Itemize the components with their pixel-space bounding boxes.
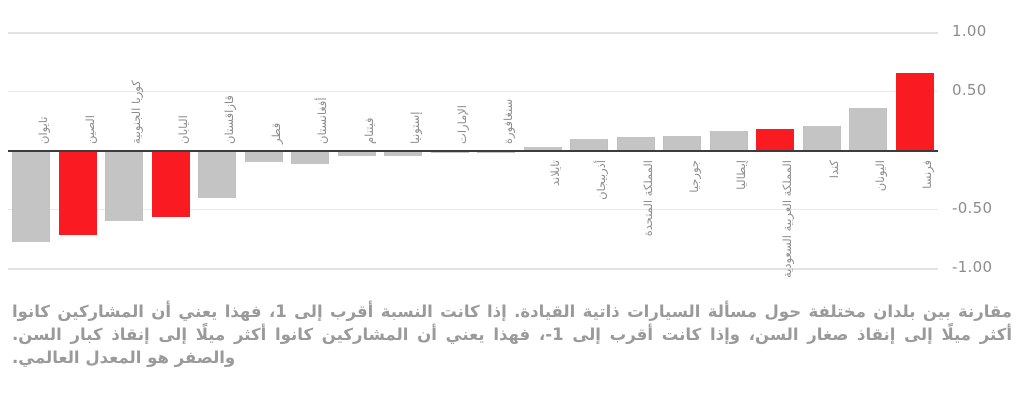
bar[interactable] xyxy=(616,137,655,150)
x-axis-category-label: أذربيجان xyxy=(594,160,609,200)
bar[interactable] xyxy=(151,150,190,218)
x-axis-category-label: كوريا الجنوبية xyxy=(129,80,144,144)
x-axis-category-label: فيتنام xyxy=(361,117,376,144)
bar[interactable] xyxy=(663,135,702,150)
x-axis-category-label: قازاقستان xyxy=(222,95,237,144)
x-axis-category-label: قطر xyxy=(268,122,283,144)
x-axis-category-label: الإمارات xyxy=(454,105,469,144)
x-axis-category-label: أفغانستان xyxy=(315,97,330,144)
plot-area: تايوان الصين كوريا الجنوبية اليابان قازاقستا… xyxy=(8,0,938,292)
bar[interactable] xyxy=(384,150,423,156)
bar[interactable] xyxy=(802,126,841,150)
bar[interactable] xyxy=(105,150,144,221)
x-axis-category-label: كندا xyxy=(826,160,841,179)
x-axis-category-label: المملكة العربية السعودية xyxy=(780,160,795,278)
gridline-1-00 xyxy=(8,32,938,34)
bar[interactable] xyxy=(709,131,748,150)
bar[interactable] xyxy=(244,150,283,162)
bar[interactable] xyxy=(291,150,330,165)
x-axis-category-label: اليونان xyxy=(873,160,888,192)
x-axis-category-label: جورجيا xyxy=(687,160,702,193)
x-axis-category-label: سنغافورة xyxy=(501,98,516,144)
x-axis-category-label: المملكة المتحدة xyxy=(640,160,655,237)
x-axis-category-label: إيطاليا xyxy=(733,160,748,190)
x-axis-category-label: فرنسا xyxy=(919,160,934,189)
y-axis-tick-label: -1.00 xyxy=(952,258,993,276)
gridline--1-00 xyxy=(8,268,938,270)
bar[interactable] xyxy=(12,150,51,243)
bar[interactable] xyxy=(58,150,97,235)
x-axis-category-label: إستونيا xyxy=(408,111,423,144)
gridline--0-50 xyxy=(8,209,938,210)
chart-caption: مقارنة بين بلدان مختلفة حول مسألة السيار… xyxy=(12,302,1012,367)
y-axis-tick-label: 1.00 xyxy=(952,22,987,40)
bar[interactable] xyxy=(198,150,237,199)
bar[interactable] xyxy=(337,150,376,156)
bar[interactable] xyxy=(570,139,609,150)
x-axis-category-label: الصين xyxy=(82,115,97,144)
bar[interactable] xyxy=(849,107,888,150)
x-axis-category-label: اليابان xyxy=(175,115,190,144)
bar[interactable] xyxy=(895,73,934,150)
x-axis-category-label: تايوان xyxy=(36,116,51,145)
bar[interactable] xyxy=(756,128,795,150)
gridline-0-50 xyxy=(8,91,938,92)
bar[interactable] xyxy=(523,147,562,150)
y-axis-tick-label: -0.50 xyxy=(952,199,993,217)
bar-chart: 1.00 0.50 -0.50 -1.00 تايوان الصين كوريا الجن… xyxy=(8,0,993,292)
y-axis-tick-label: 0.50 xyxy=(952,81,987,99)
zero-axis-line xyxy=(8,150,938,152)
x-axis-category-label: تايلاند xyxy=(547,160,562,187)
